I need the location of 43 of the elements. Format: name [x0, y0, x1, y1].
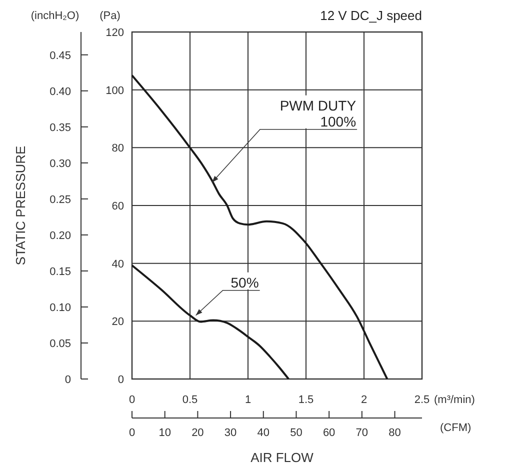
y2-tick-label: 0.35 [50, 122, 71, 134]
x2-tick-label: 80 [388, 427, 401, 439]
x2-tick-label: 60 [322, 427, 336, 439]
x-tick-label: 1 [244, 394, 252, 406]
x2-tick-label: 0 [128, 427, 136, 439]
y2-tick-label: 0.30 [50, 158, 71, 170]
x2-axis-title: (CFM) [440, 422, 472, 434]
y-tick-label: 120 [106, 27, 124, 39]
y-tick-label: 40 [112, 258, 124, 270]
y2-tick-label: 0.45 [50, 50, 71, 62]
y2-tick-label: 0.40 [50, 86, 71, 98]
x-axis-title: AIR FLOW [250, 450, 314, 465]
line-series [131, 264, 290, 380]
x2-tick-label: 30 [224, 427, 237, 439]
chart-title: 12 V DC_J speed [320, 8, 422, 23]
y2-axis-title: (inchH₂O) [30, 10, 80, 22]
text: (m³/min) [434, 394, 475, 406]
y2-tick-label: 0 [64, 374, 71, 386]
y2-tick-label: 0.20 [50, 230, 71, 242]
x-tick-label: 0.5 [182, 394, 198, 406]
y-tick-label: 20 [112, 316, 124, 328]
x2-tick-label: 10 [158, 427, 171, 439]
x2-tick-label: 40 [257, 427, 270, 439]
x2-tick-label: 70 [356, 427, 368, 439]
y-tick-label: 100 [106, 84, 124, 97]
y-tick-label: 80 [112, 142, 124, 155]
line-series [131, 74, 388, 380]
text: (Pa) [100, 10, 120, 22]
y2-tick-label: 0.05 [50, 338, 71, 350]
annotation: PWM DUTY 100% [280, 97, 357, 130]
y2-tick-label: 0.15 [50, 266, 71, 278]
y-tick-label: 0 [118, 374, 124, 386]
y-tick-label: 60 [112, 200, 124, 212]
x-tick-label: 2.5 [414, 394, 430, 406]
x2-tick-label: 20 [192, 427, 204, 439]
x-tick-label: 1.5 [298, 394, 314, 406]
annotation: 50% [230, 274, 259, 290]
y2-tick-label: 0.25 [50, 194, 71, 206]
x-tick-label: 0 [128, 394, 136, 406]
y2-tick-label: 0.10 [50, 302, 71, 314]
text: STATIC PRESSURE [13, 145, 28, 266]
x2-tick-label: 50 [290, 427, 302, 439]
x-tick-label: 2 [360, 394, 368, 406]
